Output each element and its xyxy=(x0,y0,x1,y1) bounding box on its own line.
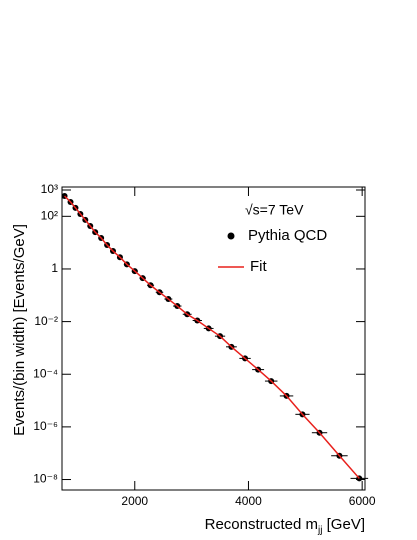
x-axis-label: Reconstructed mjj [GeV] xyxy=(205,516,365,536)
y-tick-label: 1 xyxy=(51,261,58,275)
y-tick-label: 10⁻⁸ xyxy=(33,472,58,486)
legend-marker xyxy=(227,232,235,240)
fit-line xyxy=(64,195,360,479)
y-axis-label: Events/(bin width) [Events/GeV] xyxy=(11,224,28,436)
plot-frame xyxy=(61,186,366,491)
y-tick-label: 10⁻⁴ xyxy=(33,366,58,380)
x-tick-label: 4000 xyxy=(235,494,262,508)
legend-label: Fit xyxy=(250,258,267,275)
x-tick-label: 2000 xyxy=(121,494,148,508)
y-tick-label: 10⁻⁶ xyxy=(33,419,58,433)
y-tick-label: 10³ xyxy=(41,182,58,196)
y-tick-label: 10² xyxy=(41,208,58,222)
legend-label: Pythia QCD xyxy=(248,227,327,244)
x-label-main: Reconstructed m xyxy=(205,516,318,533)
x-label-sub: jj xyxy=(317,525,322,536)
x-tick-label: 6000 xyxy=(349,494,376,508)
x-label-unit: [GeV] xyxy=(322,516,365,533)
y-tick-label: 10⁻² xyxy=(34,314,58,328)
annotation: √s=7 TeV xyxy=(245,202,304,218)
